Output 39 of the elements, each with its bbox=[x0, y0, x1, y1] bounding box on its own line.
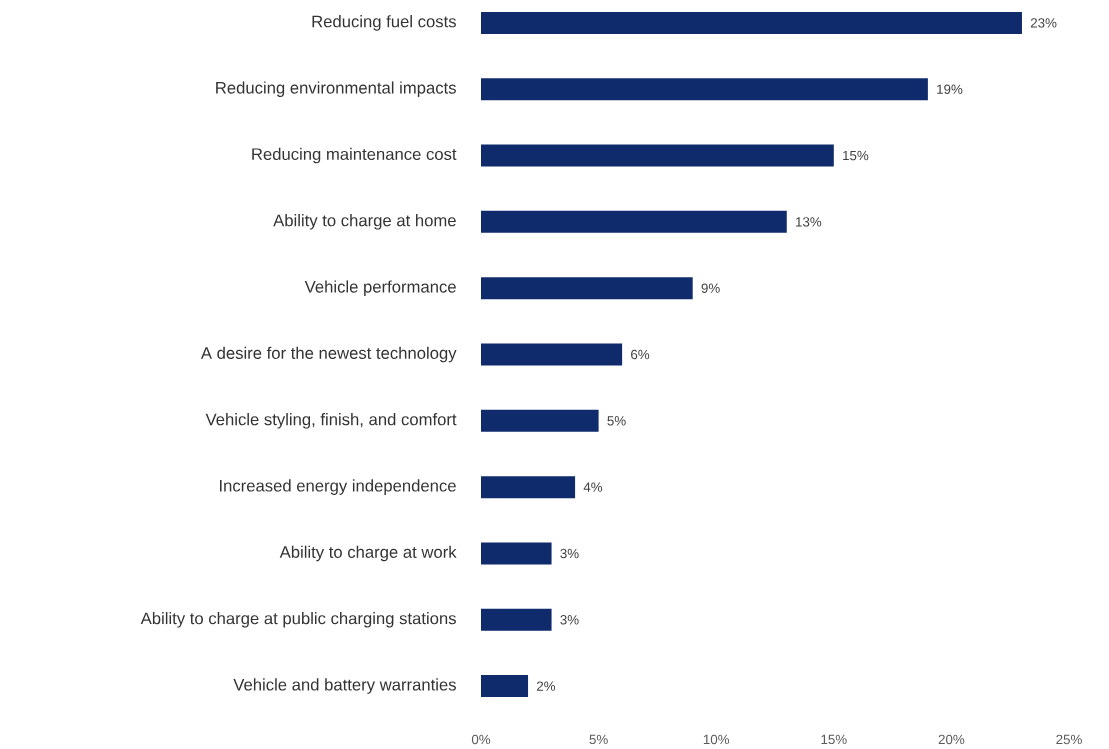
y-tick-label: Vehicle and battery warranties bbox=[233, 678, 456, 694]
bar bbox=[481, 144, 834, 167]
bar bbox=[481, 210, 787, 233]
x-tick-label: 0% bbox=[471, 734, 491, 745]
y-tick-label: Vehicle performance bbox=[304, 280, 456, 296]
y-tick-label: Vehicle styling, finish, and comfort bbox=[205, 413, 457, 429]
bar bbox=[481, 675, 529, 698]
y-tick-label: Reducing environmental impacts bbox=[216, 81, 456, 97]
data-label: 13% bbox=[796, 217, 822, 227]
x-tick-label: 15% bbox=[821, 734, 847, 745]
y-tick-label: Reducing fuel costs bbox=[312, 15, 456, 31]
x-tick-label: 10% bbox=[703, 734, 730, 745]
y-tick-label: Increased energy independence bbox=[220, 479, 456, 495]
y-tick-label: Ability to charge at work bbox=[279, 545, 457, 562]
y-tick-label: A desire for the newest technology bbox=[200, 346, 457, 363]
data-label: 3% bbox=[560, 615, 579, 625]
bar bbox=[481, 608, 552, 631]
x-tick-label: 20% bbox=[938, 734, 965, 745]
data-label: 3% bbox=[560, 548, 579, 559]
y-tick-label: Ability to charge at home bbox=[273, 214, 456, 230]
data-label: 19% bbox=[937, 84, 963, 94]
data-label: 6% bbox=[631, 349, 650, 360]
bar bbox=[481, 78, 928, 101]
data-label: 9% bbox=[701, 283, 720, 293]
x-tick-label: 5% bbox=[589, 734, 608, 745]
bar bbox=[481, 542, 552, 565]
data-label: 5% bbox=[607, 416, 626, 426]
data-label: 4% bbox=[583, 482, 603, 492]
data-label: 2% bbox=[536, 681, 556, 691]
bar bbox=[481, 277, 693, 300]
x-tick-label: 25% bbox=[1056, 734, 1082, 745]
bar bbox=[481, 343, 623, 366]
bar bbox=[481, 11, 1022, 34]
y-tick-label: Ability to charge at public charging stations bbox=[140, 612, 456, 628]
data-label: 23% bbox=[1030, 18, 1057, 28]
data-label: 15% bbox=[843, 150, 869, 161]
bar bbox=[481, 476, 576, 499]
bar bbox=[481, 409, 599, 432]
y-tick-label: Reducing maintenance cost bbox=[252, 147, 457, 164]
